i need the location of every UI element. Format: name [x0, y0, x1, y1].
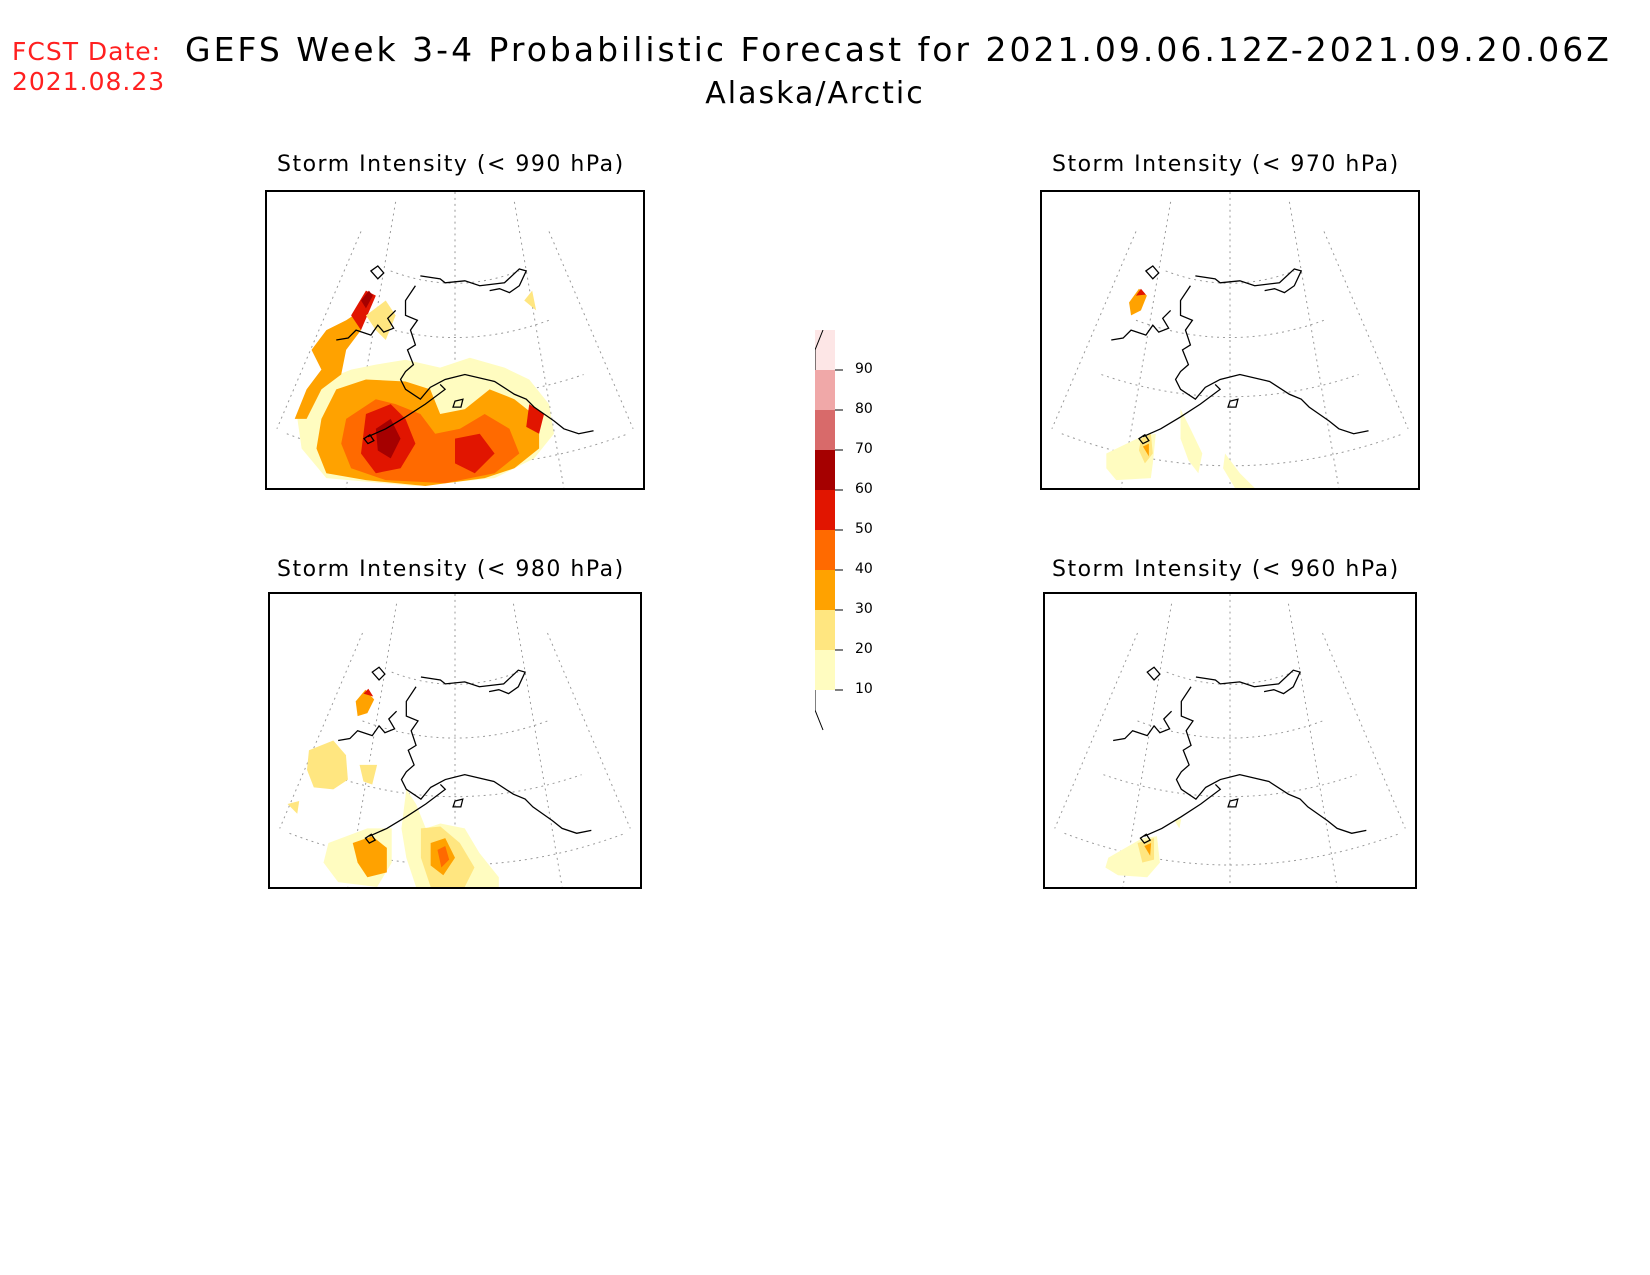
region-subtitle: Alaska/Arctic — [705, 76, 925, 111]
colorbar-label: 90 — [855, 361, 873, 377]
page-title: GEFS Week 3-4 Probabilistic Forecast for… — [185, 30, 1612, 69]
coastline — [1113, 666, 1367, 844]
colorbar-label: 80 — [855, 401, 873, 417]
probability-shading — [1106, 288, 1255, 488]
map-panel-980 — [268, 592, 642, 889]
colorbar-label: 70 — [855, 441, 873, 457]
colorbar-label: 20 — [855, 641, 873, 657]
panel-title-980: Storm Intensity (< 980 hPa) — [277, 557, 625, 582]
probability-shading — [1105, 818, 1182, 878]
latlon-grid — [1054, 594, 1406, 887]
panel-title-960: Storm Intensity (< 960 hPa) — [1052, 557, 1400, 582]
colorbar-swatch — [815, 490, 835, 530]
colorbar-swatch — [815, 530, 835, 570]
colorbar-label: 50 — [855, 521, 873, 537]
colorbar-label: 40 — [855, 561, 873, 577]
colorbar-label: 30 — [855, 601, 873, 617]
map-panel-990 — [265, 190, 645, 490]
panel-title-990: Storm Intensity (< 990 hPa) — [277, 152, 625, 177]
coastline — [336, 265, 594, 445]
panel-title-970: Storm Intensity (< 970 hPa) — [1052, 152, 1400, 177]
colorbar-swatch — [815, 570, 835, 610]
colorbar-swatch — [815, 610, 835, 650]
probability-colorbar — [815, 330, 843, 731]
coastline — [338, 666, 592, 844]
colorbar-swatch — [815, 650, 835, 690]
forecast-date-label: FCST Date: — [12, 37, 162, 66]
probability-map-960 — [1054, 594, 1406, 887]
latlon-grid — [1051, 192, 1409, 488]
colorbar-label: 10 — [855, 681, 873, 697]
colorbar-swatch — [815, 370, 835, 410]
probability-map-980 — [279, 594, 631, 887]
probability-shading — [294, 290, 554, 487]
colorbar-swatch — [815, 410, 835, 450]
probability-map-990 — [276, 192, 634, 488]
coastline — [1111, 265, 1369, 445]
colorbar-label: 60 — [855, 481, 873, 497]
map-panel-970 — [1040, 190, 1420, 490]
colorbar-swatch — [815, 450, 835, 490]
colorbar-swatch — [815, 330, 835, 370]
forecast-date-value: 2021.08.23 — [12, 67, 166, 96]
colorbar-arrow-ends — [815, 330, 824, 731]
probability-map-970 — [1051, 192, 1409, 488]
map-panel-960 — [1043, 592, 1417, 889]
probability-shading — [287, 688, 499, 887]
